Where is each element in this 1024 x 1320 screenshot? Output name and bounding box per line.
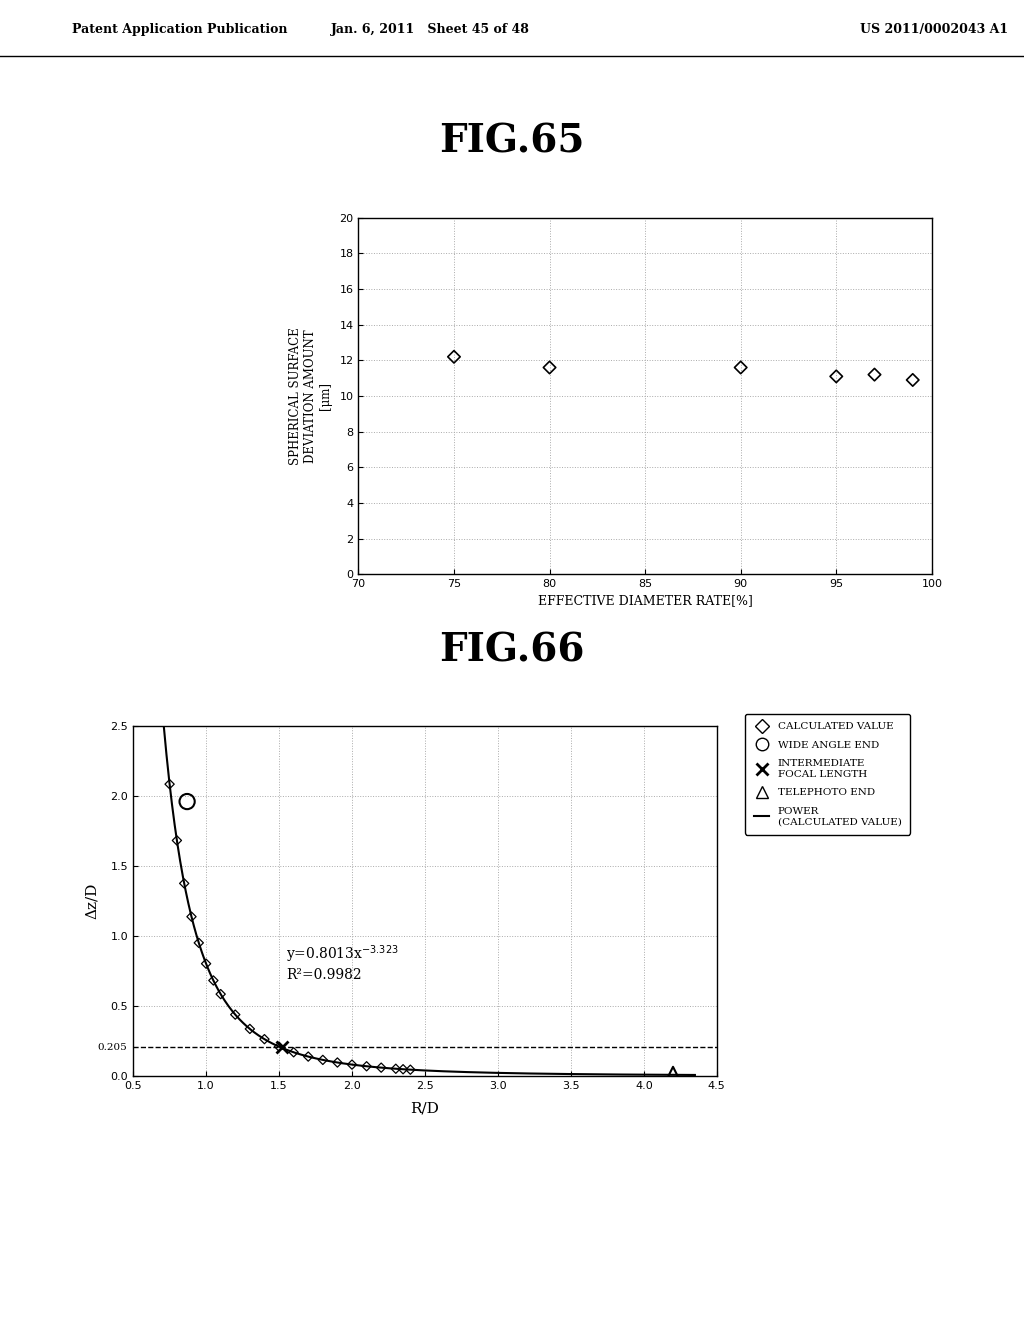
Point bbox=[344, 1055, 360, 1076]
Point bbox=[256, 1028, 272, 1049]
Point bbox=[270, 1036, 287, 1057]
Point bbox=[183, 906, 200, 927]
Point bbox=[395, 1059, 412, 1080]
Point bbox=[387, 1059, 403, 1080]
Text: R²=0.9982: R²=0.9982 bbox=[287, 968, 361, 982]
Point bbox=[828, 366, 845, 387]
Point bbox=[176, 873, 193, 894]
Point bbox=[162, 774, 178, 795]
Text: 0.205: 0.205 bbox=[97, 1043, 127, 1052]
Point bbox=[904, 370, 921, 391]
Point bbox=[358, 1056, 375, 1077]
Y-axis label: Δz/D: Δz/D bbox=[85, 883, 99, 919]
Point bbox=[198, 953, 214, 974]
Point bbox=[732, 356, 749, 378]
Point bbox=[402, 1059, 419, 1080]
Text: US 2011/0002043 A1: US 2011/0002043 A1 bbox=[860, 24, 1009, 36]
Point bbox=[542, 356, 558, 378]
Point bbox=[205, 970, 221, 991]
Point bbox=[190, 932, 207, 953]
Point bbox=[169, 830, 185, 851]
Text: FIG.65: FIG.65 bbox=[439, 123, 585, 161]
Point bbox=[227, 1005, 244, 1026]
Point bbox=[665, 1063, 681, 1084]
Text: y=0.8013x$^{-3.323}$: y=0.8013x$^{-3.323}$ bbox=[287, 944, 399, 965]
Point bbox=[314, 1049, 331, 1071]
Point bbox=[300, 1045, 316, 1067]
Y-axis label: SPHERICAL SURFACE
DEVIATION AMOUNT
[μm]: SPHERICAL SURFACE DEVIATION AMOUNT [μm] bbox=[290, 327, 333, 465]
Point bbox=[213, 983, 229, 1005]
Text: Patent Application Publication: Patent Application Publication bbox=[72, 24, 287, 36]
Legend: CALCULATED VALUE, WIDE ANGLE END, INTERMEDIATE
FOCAL LENGTH, TELEPHOTO END, POWE: CALCULATED VALUE, WIDE ANGLE END, INTERM… bbox=[745, 714, 910, 834]
Point bbox=[445, 346, 462, 367]
Point bbox=[179, 791, 196, 812]
Text: FIG.66: FIG.66 bbox=[439, 631, 585, 669]
X-axis label: EFFECTIVE DIAMETER RATE[%]: EFFECTIVE DIAMETER RATE[%] bbox=[538, 594, 753, 607]
Point bbox=[286, 1041, 302, 1063]
Point bbox=[330, 1052, 346, 1073]
Point bbox=[373, 1057, 389, 1078]
Text: Jan. 6, 2011   Sheet 45 of 48: Jan. 6, 2011 Sheet 45 of 48 bbox=[331, 24, 529, 36]
Point bbox=[242, 1018, 258, 1039]
Point bbox=[866, 364, 883, 385]
X-axis label: R/D: R/D bbox=[411, 1102, 439, 1115]
Point bbox=[154, 698, 170, 719]
Point bbox=[146, 597, 163, 618]
